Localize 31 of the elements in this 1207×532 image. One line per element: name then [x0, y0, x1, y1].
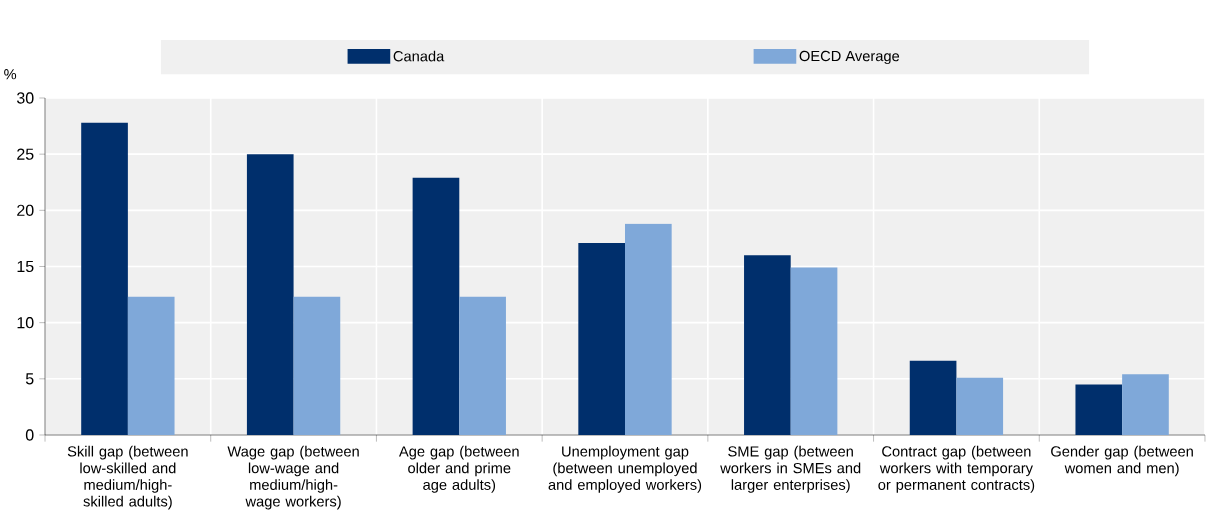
y-tick-label: 15	[17, 260, 34, 273]
bar	[578, 242, 625, 435]
bar	[459, 296, 506, 435]
bar	[1075, 384, 1123, 435]
y-tick-label: 25	[17, 148, 34, 160]
bar	[909, 360, 957, 435]
y-tick-label: 5	[25, 373, 34, 385]
x-tick-label: SME gap (between workers in SMEs and larger enterprises)	[720, 445, 861, 493]
bar	[293, 296, 341, 435]
bar	[625, 223, 672, 435]
bar	[1122, 374, 1169, 435]
bar	[81, 122, 128, 435]
legend-label: OECD Average	[799, 50, 900, 65]
legend-label: Canada	[393, 50, 445, 62]
y-tick-label: 30	[16, 92, 34, 104]
x-tick-label: Unemployment gap (between unemployed and employed workers)	[548, 445, 702, 493]
y-axis-title: %	[4, 69, 17, 80]
y-tick-label: 10	[17, 317, 34, 329]
y-tick-label: 0	[25, 429, 34, 441]
bar	[127, 296, 175, 435]
x-tick-label: Skill gap (between low-skilled and medium/high-skilled adults)	[67, 445, 188, 510]
x-tick-label: Wage gap (between low-wage and medium/high-wage workers)	[227, 445, 359, 510]
x-tick-label: Contract gap (between workers with temporary or permanent contracts)	[878, 445, 1035, 493]
bar	[744, 255, 791, 435]
bar	[956, 377, 1004, 435]
y-tick-label: 20	[17, 204, 34, 216]
x-tick-label: Age gap (between older and prime age adults)	[398, 445, 519, 493]
bar	[790, 267, 838, 435]
x-tick-label: Gender gap (between women and men)	[1051, 445, 1193, 477]
bar	[246, 154, 294, 435]
bar	[412, 177, 460, 435]
